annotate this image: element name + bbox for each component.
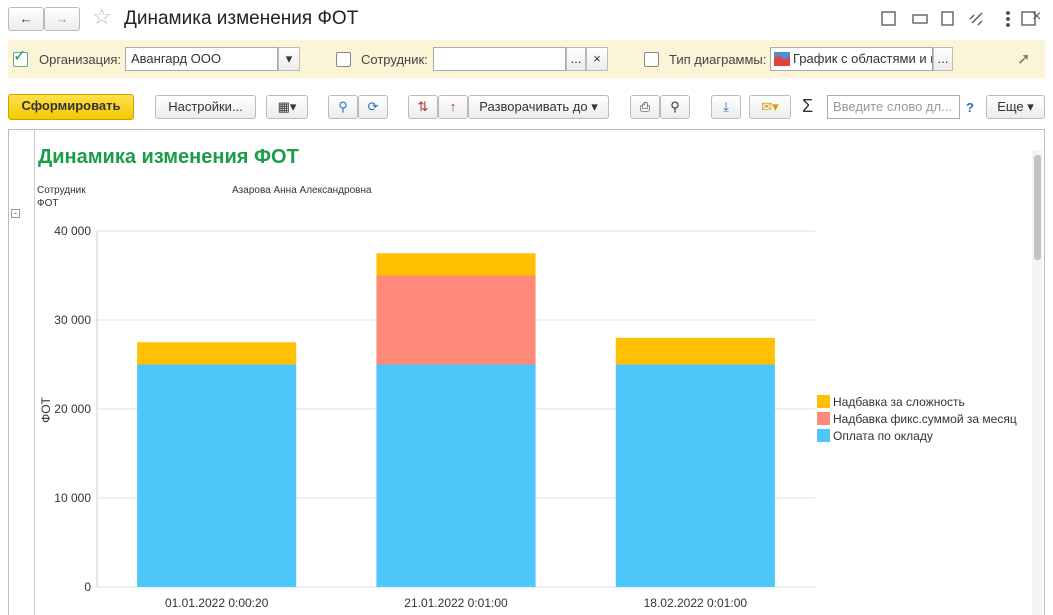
legend-swatch [817,395,830,408]
search-input[interactable]: Введите слово дл... [827,95,960,119]
expand-button[interactable]: ↑ [438,95,468,119]
close-icon[interactable]: × [1032,8,1042,25]
window-icons [881,11,1036,27]
expand-to-button[interactable]: Разворачивать до ▾ [468,95,609,119]
bar-segment [615,337,775,365]
legend-label: Надбавка фикс.суммой за месяц [833,412,1017,426]
maximize-icon[interactable] [1021,11,1036,26]
settings-button[interactable]: Настройки... [155,95,256,119]
scrollbar[interactable] [1032,150,1042,615]
y-tick-label: 30 000 [54,313,91,327]
chart-type-input[interactable]: График с областями и г [770,47,933,71]
bar-segment [376,364,536,587]
bar-segment [376,253,536,276]
employee-checkbox[interactable] [336,52,351,67]
bar-segment [137,364,297,587]
y-tick-label: 20 000 [54,402,91,416]
forward-button[interactable]: → [44,7,80,31]
group-toggle[interactable]: - [11,209,20,218]
organization-label: Организация: [39,52,122,67]
employee-select[interactable]: ... [566,47,586,71]
help-button[interactable]: ? [966,100,974,115]
favorite-star[interactable]: ☆ [92,4,112,29]
sum-button[interactable]: Σ [802,96,814,116]
link-icon[interactable] [969,12,983,26]
generate-button[interactable]: Сформировать [8,94,134,120]
chart-type-select[interactable]: ... [933,47,953,71]
report-frame [8,129,1045,615]
check-mark: ✓ [13,48,27,65]
x-tick-label: 01.01.2022 0:00:20 [165,596,269,610]
organization-input[interactable]: Авангард ООО [125,47,278,71]
employee-input[interactable] [433,47,566,71]
employee-label: Сотрудник: [361,52,428,67]
row-label: Сотрудник [37,185,86,196]
save-icon[interactable] [881,11,896,26]
scroll-thumb[interactable] [1034,155,1041,260]
back-button[interactable]: ← [8,7,44,31]
bar-segment [615,364,775,587]
employee-clear[interactable]: × [586,47,608,71]
report-title: Динамика изменения ФОТ [38,146,299,168]
more-label: Еще [997,99,1024,114]
y-axis-title: ФОТ [39,396,53,422]
chart: ФОТ 0 10 000 20 000 30 000 40 000 01.01.2022 … [39,224,1017,610]
row-label: ФОТ [37,198,59,209]
variants-button[interactable]: ▦▾ [266,95,308,119]
preview-icon[interactable] [941,11,954,26]
y-tick-label: 10 000 [54,491,91,505]
bar-segment [376,275,536,365]
print-icon[interactable] [912,14,928,24]
search-button[interactable]: ⚲ [328,95,358,119]
pin-icon[interactable]: ➚ [1017,51,1031,68]
legend-label: Надбавка за сложность [833,395,965,409]
x-tick-label: 21.01.2022 0:01:00 [404,596,508,610]
y-tick-label: 0 [84,580,91,594]
chart-type-checkbox[interactable] [644,52,659,67]
x-tick-label: 18.02.2022 0:01:00 [644,596,748,610]
chart-type-icon [774,52,790,66]
expand-to-label: Разворачивать до [479,99,588,114]
legend-swatch [817,429,830,442]
print-button[interactable]: ⎙ [630,95,660,119]
chart-type-label: Тип диаграммы: [669,52,767,67]
y-tick-label: 40 000 [54,224,91,238]
bar-segment [137,342,297,365]
group-line [34,130,35,615]
search-reset-button[interactable]: ⟳ [358,95,388,119]
employee-name: Азарова Анна Александровна [232,185,372,196]
save-button[interactable]: ⤓ [711,95,741,119]
window-title: Динамика изменения ФОТ [124,8,359,29]
collapse-button[interactable]: ⇅ [408,95,438,119]
send-button[interactable]: ✉▾ [749,95,791,119]
organization-checkbox[interactable] [13,52,28,67]
more-button[interactable]: Еще ▾ [986,95,1045,119]
legend-label: Оплата по окладу [833,429,933,443]
organization-dropdown[interactable]: ▾ [278,47,300,71]
legend-swatch [817,412,830,425]
preview-button[interactable]: ⚲ [660,95,690,119]
